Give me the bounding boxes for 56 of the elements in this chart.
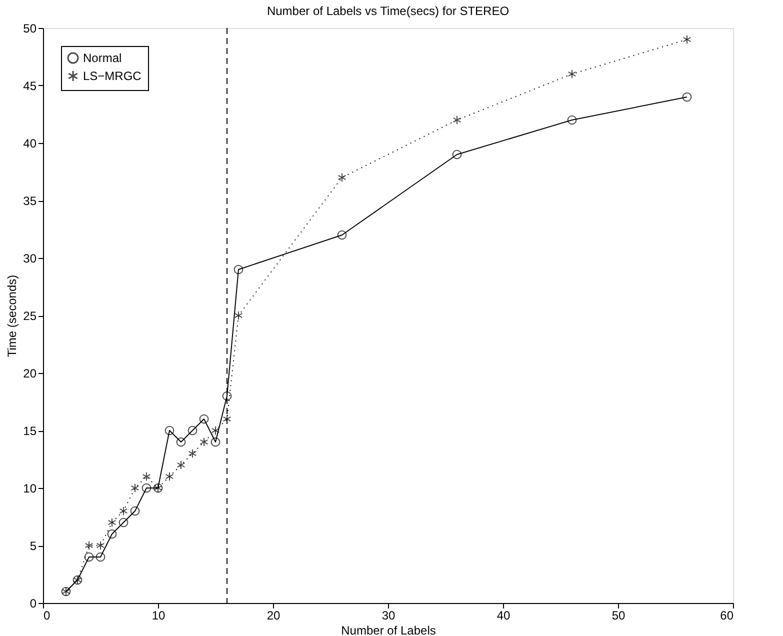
point bbox=[84, 552, 94, 562]
point bbox=[337, 230, 347, 240]
point bbox=[119, 506, 128, 516]
x-tick-label: 50 bbox=[612, 608, 626, 622]
point bbox=[142, 472, 151, 482]
point bbox=[682, 34, 692, 44]
legend-label: LS−MRGC bbox=[83, 69, 142, 83]
point bbox=[222, 391, 232, 401]
point bbox=[108, 518, 116, 528]
y-tick-label: 30 bbox=[23, 252, 37, 266]
x-tick-label: 20 bbox=[266, 608, 280, 622]
y-tick-label: 45 bbox=[23, 79, 37, 93]
point bbox=[567, 115, 577, 125]
y-tick-label: 50 bbox=[23, 22, 37, 36]
point bbox=[234, 264, 244, 274]
point bbox=[130, 506, 140, 516]
x-tick-label: 10 bbox=[152, 608, 166, 622]
point bbox=[234, 310, 243, 320]
point bbox=[118, 518, 128, 528]
point bbox=[84, 540, 94, 550]
y-tick-label: 5 bbox=[30, 539, 37, 553]
y-tick-label: 35 bbox=[23, 194, 37, 208]
point bbox=[176, 460, 186, 470]
point bbox=[96, 540, 105, 550]
point bbox=[682, 92, 692, 102]
y-tick-label: 0 bbox=[30, 596, 37, 610]
x-tick-label: 0 bbox=[44, 608, 50, 622]
point bbox=[338, 172, 346, 182]
x-axis-title: Number of Labels bbox=[341, 624, 436, 636]
y-tick-label: 40 bbox=[23, 136, 37, 150]
point bbox=[188, 426, 198, 436]
point bbox=[452, 115, 462, 125]
y-tick-label: 15 bbox=[23, 424, 37, 438]
point bbox=[452, 150, 462, 160]
point bbox=[568, 69, 576, 79]
point bbox=[211, 426, 220, 436]
point bbox=[199, 414, 209, 424]
chart-title: Number of Labels vs Time(secs) for STEREO bbox=[266, 4, 510, 18]
point bbox=[164, 426, 174, 436]
x-tick-label: 30 bbox=[382, 608, 396, 622]
y-tick-label: 20 bbox=[23, 366, 37, 380]
y-tick-label: 25 bbox=[23, 309, 37, 323]
x-tick-label: 40 bbox=[496, 608, 510, 622]
y-axis-title: Time (seconds) bbox=[5, 274, 20, 358]
point bbox=[107, 529, 117, 539]
point bbox=[210, 437, 220, 447]
point bbox=[200, 437, 208, 447]
point bbox=[176, 437, 186, 447]
legend-label: Normal bbox=[83, 51, 122, 65]
x-tick-label: 60 bbox=[720, 608, 734, 622]
point bbox=[142, 483, 152, 493]
point bbox=[130, 483, 140, 493]
point bbox=[165, 472, 174, 482]
point bbox=[188, 448, 197, 458]
y-tick-label: 10 bbox=[23, 482, 37, 496]
point bbox=[96, 552, 106, 562]
